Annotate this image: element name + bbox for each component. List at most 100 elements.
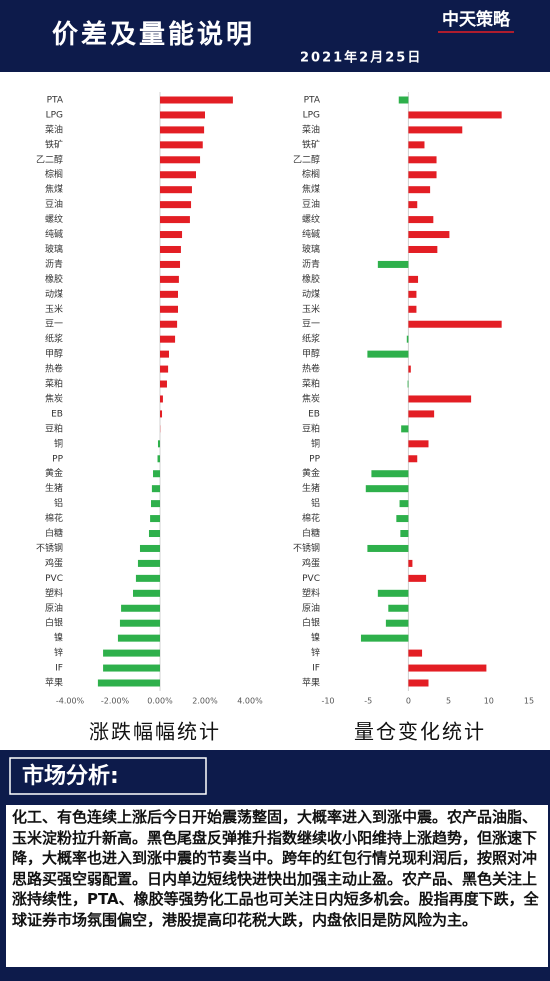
bar (160, 171, 196, 179)
bar (121, 604, 160, 612)
bar (137, 559, 160, 567)
bar (160, 305, 178, 313)
x-tick-label: 10 (484, 697, 494, 706)
bar (408, 649, 423, 657)
category-label: 纯碱 (302, 228, 320, 240)
category-label: 豆一 (45, 319, 63, 330)
category-label: 白糖 (45, 527, 63, 539)
category-label: 原油 (45, 602, 63, 614)
bar (153, 470, 160, 478)
bar (119, 619, 160, 627)
bar (408, 171, 437, 179)
category-label: 黄金 (45, 467, 63, 479)
category-label: 铜 (311, 437, 320, 449)
bar (408, 290, 417, 298)
category-label: 棉花 (302, 512, 320, 524)
bar (103, 649, 160, 657)
bar (401, 425, 409, 433)
category-label: IF (312, 664, 320, 674)
category-label: 不锈钢 (36, 542, 63, 554)
category-label: 纸浆 (302, 333, 320, 345)
bar (133, 589, 160, 597)
category-label: 铁矿 (302, 138, 320, 150)
category-label: 镍 (54, 632, 63, 644)
category-label: 热卷 (45, 363, 63, 375)
category-label: 菜粕 (302, 378, 320, 390)
bar (103, 664, 160, 672)
bar (367, 350, 409, 358)
x-tick-label: 2.00% (192, 697, 218, 706)
category-label: 豆粕 (302, 422, 320, 434)
bar (385, 619, 409, 627)
category-label: 苹果 (302, 677, 320, 689)
bar (398, 96, 409, 104)
bar (407, 380, 409, 388)
category-label: 纯碱 (45, 228, 63, 240)
bar (377, 589, 409, 597)
category-label: 热卷 (302, 363, 320, 375)
bar (365, 485, 409, 493)
chart-panel (0, 72, 550, 750)
category-label: 菜油 (302, 123, 320, 135)
bar (148, 530, 160, 538)
category-label: LPG (46, 110, 63, 120)
bar (160, 201, 192, 209)
x-tick-label: 15 (524, 697, 534, 706)
bar (408, 305, 417, 313)
category-label: 锌 (311, 647, 320, 659)
bar (135, 574, 160, 582)
bar (160, 410, 163, 418)
category-label: 豆油 (302, 198, 320, 210)
x-tick-label: 5 (446, 697, 451, 706)
category-label: 豆一 (302, 319, 320, 330)
bar (160, 231, 183, 239)
bar (157, 440, 160, 448)
category-label: PVC (45, 574, 63, 584)
bar (97, 679, 160, 687)
bar (400, 530, 409, 538)
bar (408, 574, 427, 582)
category-label: 玻璃 (45, 243, 63, 255)
category-label: PP (309, 454, 320, 464)
x-tick-label: -4.00% (56, 697, 85, 706)
x-tick-label: 0 (406, 697, 411, 706)
category-label: 苹果 (45, 677, 63, 689)
chart-caption: 量仓变化统计 (354, 720, 486, 744)
bar (377, 260, 409, 268)
bar (388, 604, 409, 612)
category-label: 甲醇 (302, 348, 320, 360)
category-label: PTA (47, 96, 64, 106)
category-label: IF (55, 664, 63, 674)
category-label: 玉米 (302, 303, 320, 315)
bar (371, 470, 409, 478)
category-label: 焦煤 (302, 183, 320, 195)
bar (408, 679, 429, 687)
category-label: 乙二醇 (36, 153, 63, 165)
category-label: 玻璃 (302, 243, 320, 255)
category-label: 沥青 (302, 258, 320, 270)
category-label: 焦炭 (302, 392, 320, 404)
category-label: 菜粕 (45, 378, 63, 390)
category-label: 动煤 (302, 288, 320, 300)
bar (367, 544, 409, 552)
bar (139, 544, 160, 552)
category-label: 铝 (54, 497, 63, 509)
bar (408, 231, 450, 239)
category-label: 不锈钢 (293, 542, 320, 554)
bar (408, 156, 437, 164)
bar (151, 500, 160, 508)
category-label: 玉米 (45, 303, 63, 315)
bar (160, 96, 233, 104)
date: 2021年2月25日 (300, 50, 422, 66)
bar (160, 245, 181, 253)
logo: 中天策略 (442, 9, 511, 30)
bar (408, 395, 472, 403)
category-label: 鸡蛋 (45, 557, 63, 569)
bar (408, 141, 425, 149)
bar (408, 410, 435, 418)
category-label: 锌 (54, 647, 63, 659)
bar (160, 111, 205, 119)
category-label: 黄金 (302, 467, 320, 479)
category-label: 白银 (302, 617, 320, 629)
